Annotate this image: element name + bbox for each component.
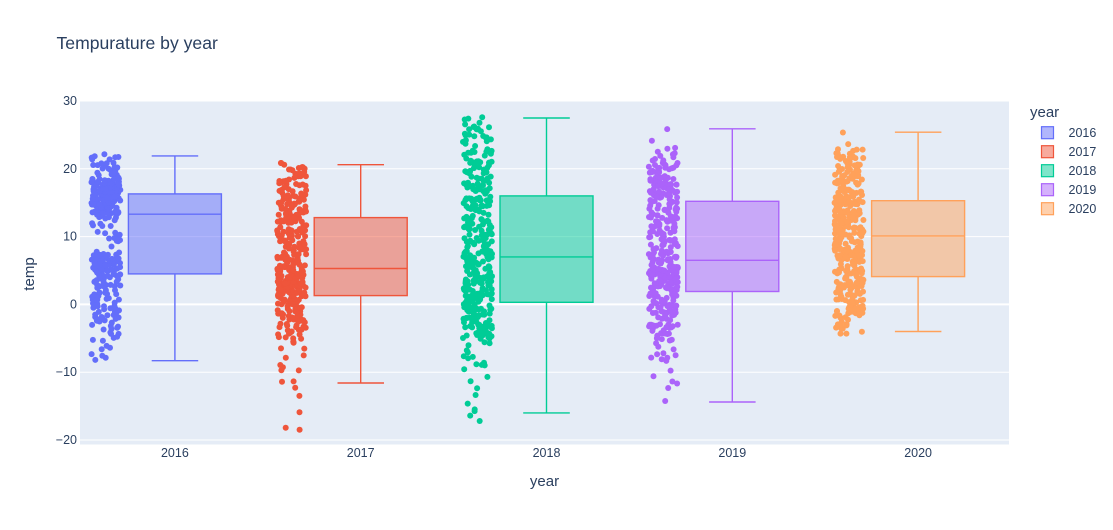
- svg-text:2016: 2016: [161, 446, 189, 460]
- svg-text:2017: 2017: [347, 446, 375, 460]
- svg-text:year: year: [530, 473, 559, 490]
- svg-text:2018: 2018: [533, 446, 561, 460]
- svg-text:2020: 2020: [904, 446, 932, 460]
- svg-text:0: 0: [70, 297, 77, 311]
- svg-text:Tempurature by year: Tempurature by year: [57, 33, 218, 53]
- svg-text:2017: 2017: [1069, 145, 1097, 159]
- svg-text:2020: 2020: [1069, 202, 1097, 216]
- svg-text:−20: −20: [56, 433, 77, 447]
- svg-text:30: 30: [63, 94, 77, 108]
- svg-text:2018: 2018: [1069, 164, 1097, 178]
- svg-text:10: 10: [63, 230, 77, 244]
- svg-text:2019: 2019: [1069, 183, 1097, 197]
- svg-text:−10: −10: [56, 365, 77, 379]
- svg-text:temp: temp: [21, 257, 38, 290]
- svg-text:2016: 2016: [1069, 126, 1097, 140]
- svg-text:2019: 2019: [718, 446, 746, 460]
- svg-text:year: year: [1030, 104, 1059, 121]
- svg-text:20: 20: [63, 162, 77, 176]
